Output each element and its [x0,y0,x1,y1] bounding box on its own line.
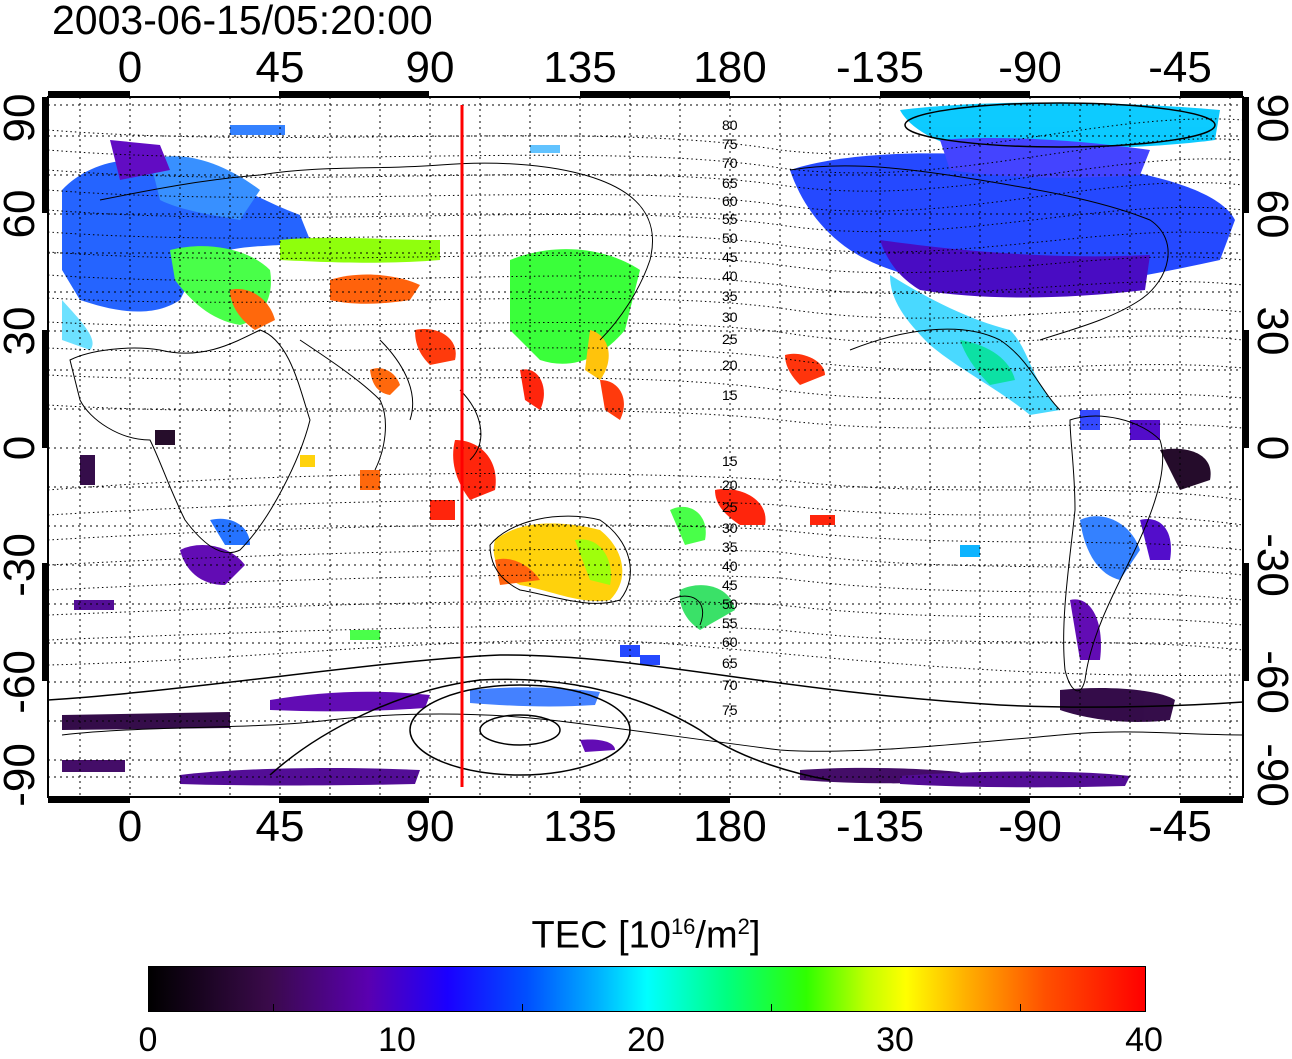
contour-label: 75 [722,136,738,152]
contour-label: 80 [722,117,738,133]
contour-label: 65 [722,175,738,191]
lon-tick-bottom: 0 [117,802,143,851]
colorbar-tick: 40 [1125,1021,1163,1059]
contour-label: 55 [722,211,738,227]
lon-tick-top: 0 [117,43,143,92]
colorbar-minor-tick [1020,1004,1021,1011]
contour-label: 30 [722,309,738,325]
contour-label: 15 [722,453,738,469]
lat-tick-left: -30 [0,533,44,597]
contour-label: 30 [722,520,738,536]
lon-tick-bottom: 180 [693,802,767,851]
colorbar [148,966,1146,1012]
contour-label: 45 [722,249,738,265]
colorbar-minor-tick [273,1004,274,1011]
lon-tick-bottom: -90 [998,802,1062,851]
contour-label: 40 [722,558,738,574]
lon-tick-bottom: -135 [835,802,925,851]
colorbar-tick: 0 [138,1021,158,1059]
lon-tick-bottom: 45 [255,802,305,851]
contour-label: 65 [722,655,738,671]
lon-tick-top: 90 [405,43,455,92]
lon-tick-top: -90 [998,43,1062,92]
lat-tick-right: -90 [1248,743,1292,807]
contour-label: 60 [722,634,738,650]
contour-label: 75 [722,702,738,718]
lat-tick-right: 90 [1248,93,1292,143]
contour-label: 50 [722,230,738,246]
lon-tick-top: 180 [693,43,767,92]
lat-tick-left: -60 [0,650,44,714]
lat-tick-right: 60 [1248,189,1292,239]
lon-tick-top: 135 [543,43,617,92]
lat-tick-left: 0 [0,436,44,460]
contour-label: 45 [722,577,738,593]
contour-label: 70 [722,677,738,693]
contour-label: 40 [722,268,738,284]
contour-label: 20 [722,477,738,493]
graticule [48,97,1243,797]
lon-tick-bottom: 135 [543,802,617,851]
lat-tick-right: -30 [1248,533,1292,597]
frame-border-bars [42,91,1249,803]
lon-tick-bottom: 90 [405,802,455,851]
contour-label: 60 [722,193,738,209]
colorbar-tick: 10 [378,1021,416,1059]
lat-tick-right: 30 [1248,306,1292,356]
lat-tick-left: 90 [0,93,44,143]
contour-label: 15 [722,387,738,403]
lon-tick-top: -135 [835,43,925,92]
lon-tick-top: -45 [1148,43,1212,92]
contour-label: 35 [722,288,738,304]
colorbar-title: TEC [1016/m2] [531,914,761,957]
lat-tick-left: -90 [0,743,44,807]
contour-label: 35 [722,539,738,555]
contour-label: 25 [722,331,738,347]
lat-tick-left: 60 [0,189,44,239]
lat-tick-left: 30 [0,306,44,356]
contour-label: 50 [722,596,738,612]
colorbar-tick: 30 [876,1021,914,1059]
tec-data [62,102,1235,788]
contour-label: 25 [722,499,738,515]
colorbar-minor-tick [771,1004,772,1011]
contour-labels: 80 75 70 65 60 55 50 45 40 35 30 25 20 1… [722,117,738,718]
map-title: 2003-06-15/05:20:00 [52,0,433,43]
lat-tick-right: -60 [1248,650,1292,714]
contour-label: 55 [722,615,738,631]
lon-tick-top: 45 [255,43,305,92]
magnetic-latitude-contours [47,118,1244,676]
tec-map: 80 75 70 65 60 55 50 45 40 35 30 25 20 1… [42,91,1249,803]
lat-tick-right: 0 [1248,436,1292,460]
coastlines [61,162,1244,752]
contour-label: 70 [722,155,738,171]
colorbar-minor-tick [522,1004,523,1011]
colorbar-tick: 20 [627,1021,665,1059]
lon-tick-bottom: -45 [1148,802,1212,851]
contour-label: 20 [722,357,738,373]
